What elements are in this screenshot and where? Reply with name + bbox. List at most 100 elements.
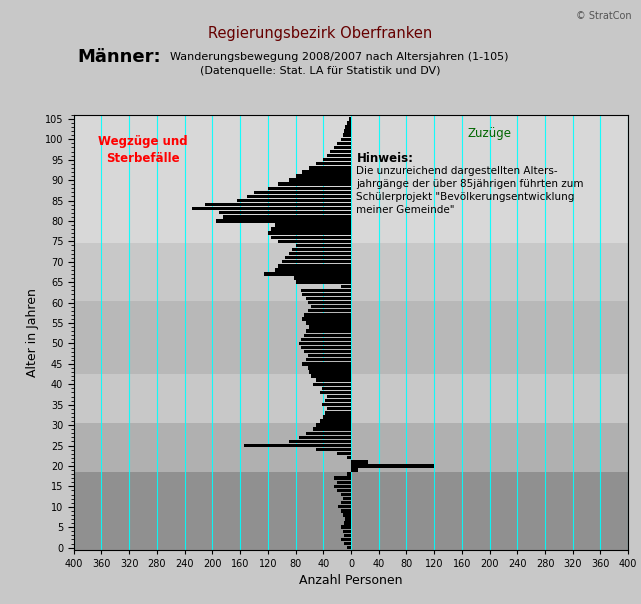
Bar	[288, 178, 351, 182]
X-axis label: Anzahl Personen: Anzahl Personen	[299, 574, 403, 587]
Bar	[74, 301, 628, 374]
Bar	[301, 289, 351, 292]
Bar	[281, 260, 351, 263]
Bar	[247, 194, 351, 198]
Bar	[337, 141, 351, 145]
Bar	[304, 350, 351, 353]
Bar	[340, 501, 351, 504]
Bar	[316, 423, 351, 427]
Bar	[313, 428, 351, 431]
Bar	[308, 354, 351, 358]
Bar	[347, 546, 351, 549]
Bar	[345, 125, 351, 129]
Bar	[205, 203, 351, 207]
Bar	[308, 309, 351, 312]
Bar	[323, 158, 351, 161]
Bar	[278, 240, 351, 243]
Bar	[275, 268, 351, 272]
Bar	[306, 329, 351, 333]
Bar	[254, 191, 351, 194]
Bar	[301, 338, 351, 341]
Bar	[216, 219, 351, 223]
Bar	[313, 382, 351, 386]
Text: (Datenquelle: Stat. LA für Statistik und DV): (Datenquelle: Stat. LA für Statistik und…	[200, 66, 441, 76]
Bar	[340, 138, 351, 141]
Bar	[301, 345, 351, 349]
Bar	[343, 513, 351, 516]
Bar	[278, 182, 351, 186]
Bar	[294, 277, 351, 280]
Bar	[324, 399, 351, 402]
Bar	[271, 227, 351, 231]
Bar	[347, 121, 351, 124]
Text: Wegzüge und
Sterbefälle: Wegzüge und Sterbefälle	[98, 135, 188, 165]
Bar	[310, 166, 351, 170]
Bar	[275, 223, 351, 226]
Bar	[304, 313, 351, 316]
Bar	[337, 489, 351, 492]
Bar	[308, 301, 351, 304]
Bar	[192, 207, 351, 210]
Bar	[219, 211, 351, 214]
Bar	[344, 542, 351, 545]
Text: Männer:: Männer:	[77, 48, 160, 66]
Bar	[340, 493, 351, 496]
Bar	[304, 333, 351, 337]
Bar	[306, 358, 351, 362]
Bar	[316, 448, 351, 451]
Bar	[327, 154, 351, 157]
Bar	[343, 133, 351, 137]
Bar	[306, 431, 351, 435]
Bar	[316, 379, 351, 382]
Bar	[322, 403, 351, 406]
Bar	[320, 419, 351, 423]
Bar	[327, 407, 351, 411]
Bar	[333, 146, 351, 149]
Text: Wanderungsbewegung 2008/2007 nach Altersjahren (1-105): Wanderungsbewegung 2008/2007 nach Alters…	[170, 53, 508, 62]
Bar	[347, 456, 351, 460]
Bar	[308, 366, 351, 370]
Text: © StratCon: © StratCon	[576, 11, 631, 21]
Bar	[327, 395, 351, 398]
Bar	[343, 530, 351, 533]
Bar	[306, 297, 351, 300]
Bar	[244, 444, 351, 447]
Bar	[296, 280, 351, 284]
Bar	[310, 370, 351, 374]
Bar	[74, 472, 628, 550]
Bar	[299, 435, 351, 439]
Bar	[74, 374, 628, 423]
Y-axis label: Alter in Jahren: Alter in Jahren	[26, 288, 39, 377]
Bar	[344, 521, 351, 525]
Bar	[344, 533, 351, 537]
Bar	[264, 272, 351, 276]
Bar	[340, 284, 351, 288]
Bar	[324, 411, 351, 414]
Bar	[288, 440, 351, 443]
Bar	[237, 199, 351, 202]
Bar	[347, 472, 351, 476]
Bar	[271, 236, 351, 239]
Text: Hinweis:: Hinweis:	[356, 152, 413, 164]
Bar	[351, 460, 369, 464]
Bar	[330, 150, 351, 153]
Bar	[340, 538, 351, 541]
Bar	[74, 243, 628, 301]
Bar	[349, 117, 351, 121]
Bar	[303, 293, 351, 296]
Bar	[222, 215, 351, 219]
Bar	[338, 505, 351, 509]
Bar	[340, 509, 351, 513]
Bar	[333, 484, 351, 488]
Bar	[344, 129, 351, 133]
Bar	[303, 362, 351, 365]
Bar	[351, 468, 358, 472]
Bar	[343, 497, 351, 500]
Text: Die unzureichend dargestellten Alters-
jahrgänge der über 85jährigen führten zum: Die unzureichend dargestellten Alters- j…	[356, 166, 584, 216]
Bar	[299, 342, 351, 345]
Bar	[310, 326, 351, 329]
Bar	[74, 115, 628, 243]
Bar	[311, 374, 351, 378]
Bar	[288, 252, 351, 255]
Bar	[285, 256, 351, 259]
